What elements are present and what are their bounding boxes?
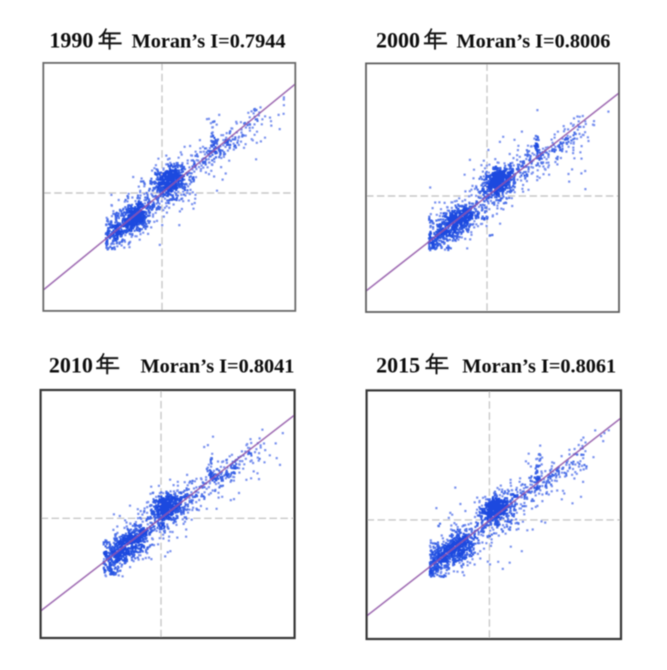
svg-text:1990: 1990 [49,28,93,53]
svg-text:2000: 2000 [376,28,420,53]
svg-text:Moran’s I=0.8041: Moran’s I=0.8041 [141,355,295,377]
svg-text:Moran’s I=0.7944: Moran’s I=0.7944 [132,31,286,53]
svg-text:Moran’s I=0.8006: Moran’s I=0.8006 [457,31,611,53]
svg-text:2010: 2010 [49,352,93,377]
svg-text:2015: 2015 [376,352,420,377]
svg-text:Moran’s I=0.8061: Moran’s I=0.8061 [462,355,616,377]
